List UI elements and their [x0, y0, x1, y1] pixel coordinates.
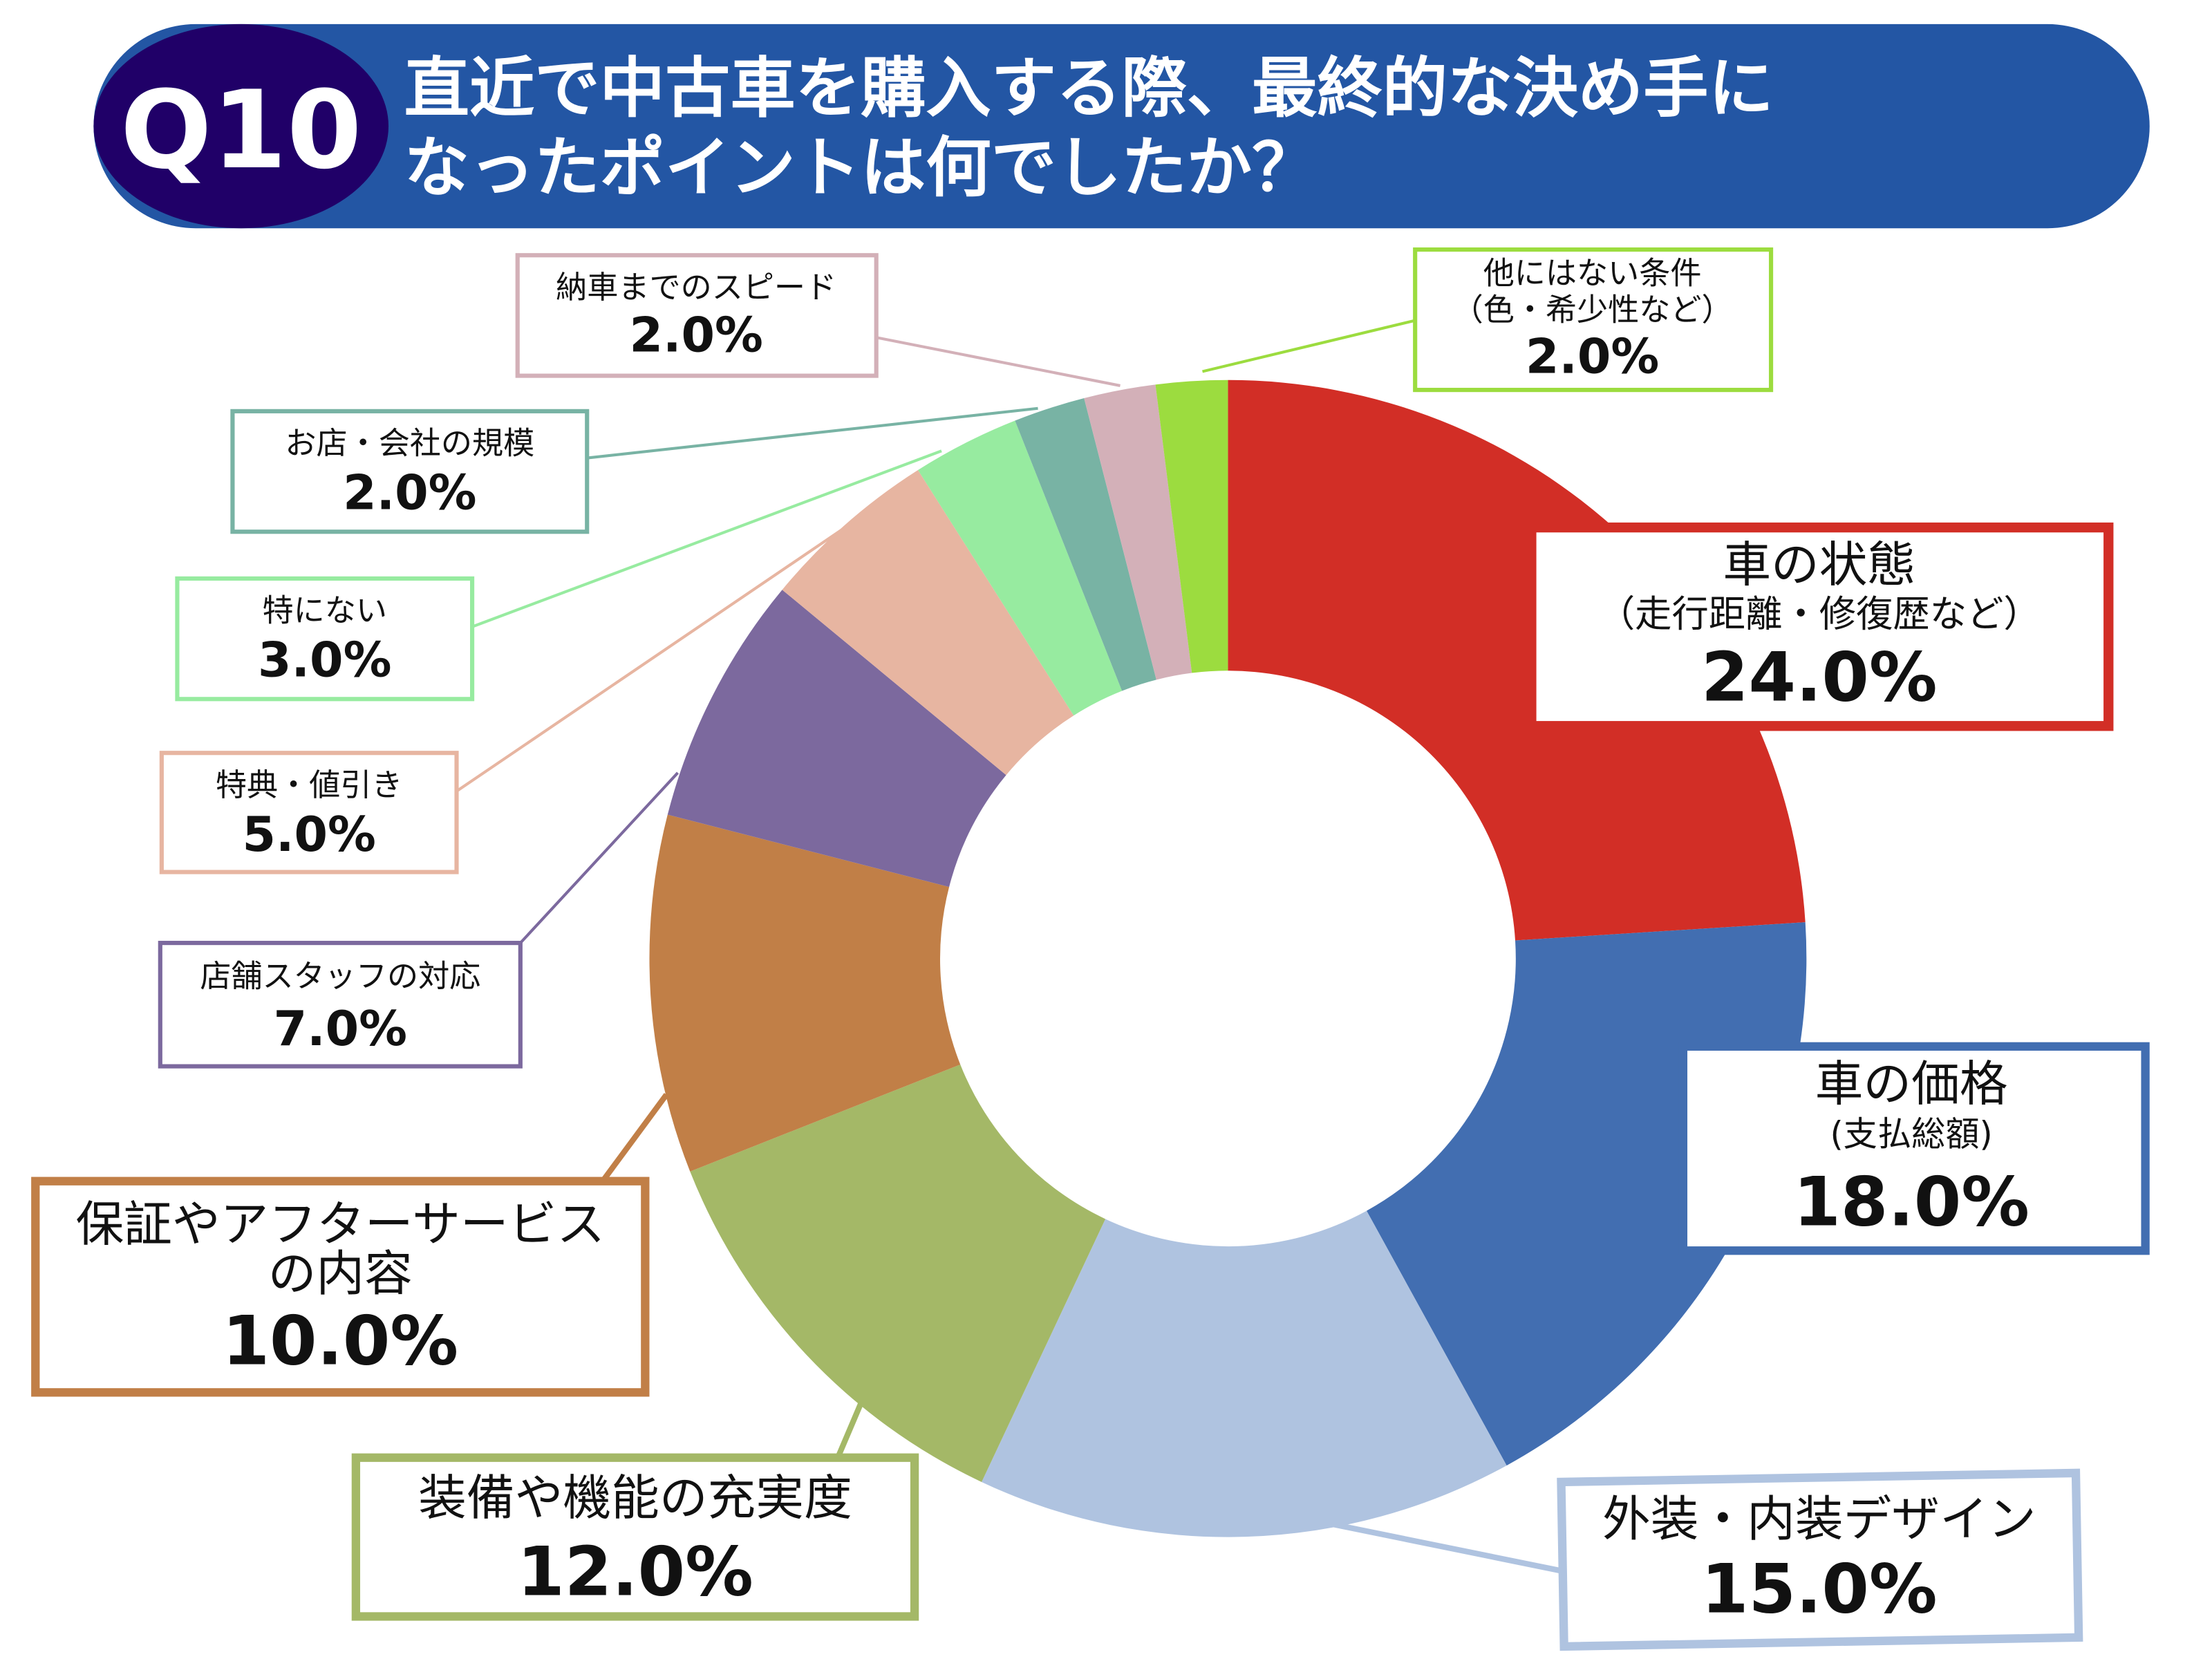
title-banner: [93, 24, 2150, 229]
data-label: 5.0%: [242, 807, 375, 863]
donut-slice-8: [1015, 398, 1156, 691]
label-nothing: 特にない 3.0%: [175, 576, 475, 702]
leader-line-discount: [456, 526, 846, 793]
label-text: お店・会社の規模: [285, 424, 534, 461]
label-condition: 車の状態 （走行距離・修復歴など） 24.0%: [1526, 522, 2114, 731]
donut-slice-6: [782, 470, 1074, 776]
label-equipment: 装備や機能の充実度 12.0%: [351, 1453, 919, 1621]
donut-slice-3: [690, 1064, 1106, 1482]
label-text: 装備や機能の充実度: [418, 1470, 852, 1526]
label-discount: 特典・値引き 5.0%: [159, 751, 459, 874]
data-label: 3.0%: [258, 632, 391, 688]
label-staff: 店舗スタッフの対応 7.0%: [158, 941, 523, 1069]
label-text: 納車までのスピード: [556, 269, 836, 306]
label-subtext: (支払総額): [1830, 1114, 1992, 1154]
data-label: 2.0%: [343, 465, 476, 521]
leader-line-warranty: [600, 1093, 669, 1183]
label-text: 店舗スタッフの対応: [200, 958, 480, 995]
leader-line-speed: [876, 336, 1121, 387]
leader-line-equipment: [834, 1403, 863, 1462]
label-scale: お店・会社の規模 2.0%: [230, 409, 590, 534]
donut-slice-9: [1084, 384, 1192, 680]
label-text: 外装・内装デザイン: [1602, 1492, 2036, 1548]
label-text: 保証やアフターサービス: [75, 1197, 605, 1253]
donut-slice-0: [1228, 379, 1806, 941]
data-label: 15.0%: [1701, 1550, 1938, 1629]
leader-line-design: [1332, 1521, 1564, 1574]
leader-line-scale: [587, 406, 1038, 460]
page-title-line1: 直近で中古車を購入する際、最終的な決め手に: [404, 50, 1774, 126]
data-label: 2.0%: [629, 308, 762, 364]
label-text: 他にはない条件: [1483, 254, 1702, 291]
label-subtext: （色・希少性など）: [1452, 292, 1733, 328]
label-design: 外装・内装デザイン 15.0%: [1557, 1468, 2083, 1651]
data-label: 10.0%: [223, 1302, 459, 1380]
leader-line-staff: [519, 771, 679, 944]
leader-line-none: [471, 449, 942, 628]
leader-lines: [456, 319, 1564, 1574]
data-label: 24.0%: [1701, 638, 1938, 717]
label-speed: 納車までのスピード 2.0%: [515, 253, 879, 378]
label-warranty: 保証やアフターサービス の内容 10.0%: [31, 1177, 650, 1397]
q-badge-label: Q10: [120, 67, 362, 193]
label-text: 特にない: [263, 592, 387, 628]
label-subtext: （走行距離・修復歴など）: [1598, 592, 2041, 636]
donut-slice-10: [1155, 379, 1228, 673]
data-label: 12.0%: [517, 1533, 753, 1612]
page-title-line2: なったポイントは何でしたか？: [404, 130, 1318, 206]
label-text-2: の内容: [268, 1246, 413, 1302]
data-label: 7.0%: [274, 1001, 407, 1057]
q-badge: [93, 24, 389, 229]
leader-line-unique: [1202, 319, 1416, 373]
label-text: 車の価格: [1815, 1056, 2008, 1112]
donut-slice-5: [667, 590, 1006, 888]
donut-slice-2: [982, 1210, 1507, 1537]
label-price: 車の価格 (支払総額) 18.0%: [1678, 1042, 2150, 1255]
data-label: 2.0%: [1526, 328, 1659, 384]
donut-slice-4: [649, 814, 961, 1172]
label-text: 特典・値引き: [216, 767, 403, 803]
data-label: 18.0%: [1793, 1163, 2030, 1241]
label-unique: 他にはない条件 （色・希少性など） 2.0%: [1413, 247, 1774, 393]
label-text: 車の状態: [1723, 537, 1915, 593]
header: Q10 直近で中古車を購入する際、最終的な決め手に なったポイントは何でしたか？: [93, 24, 2150, 229]
donut-slice-7: [917, 420, 1123, 716]
